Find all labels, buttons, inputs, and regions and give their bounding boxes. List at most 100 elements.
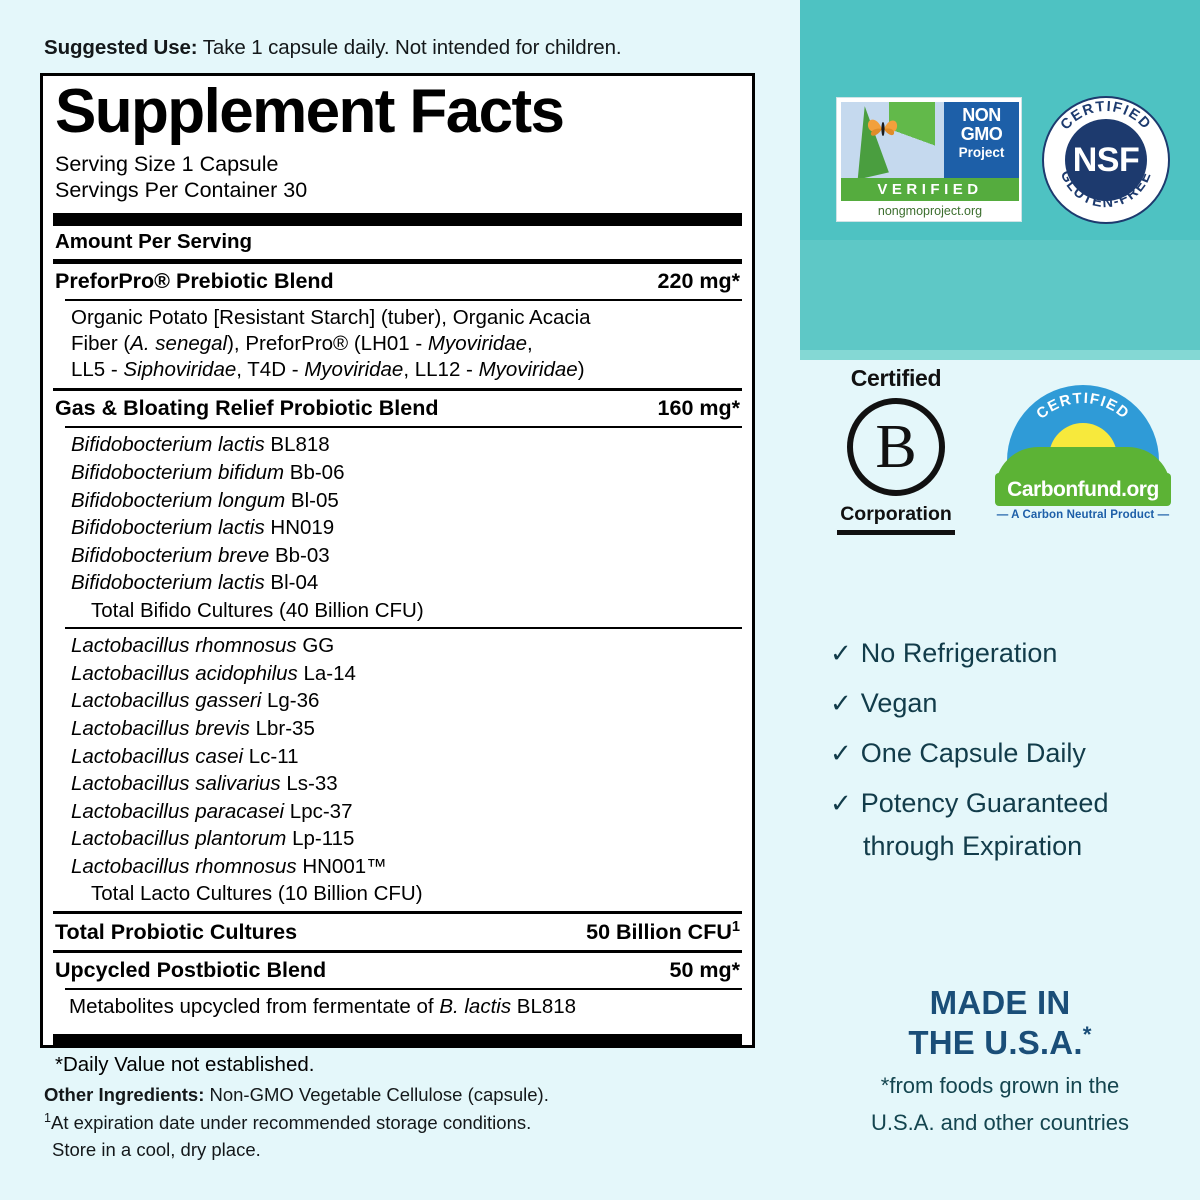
- nsf-letters: NSF: [1072, 141, 1140, 179]
- supplement-facts-table: Supplement Facts Serving Size 1 Capsule …: [40, 73, 755, 1076]
- strain-species: Lactobacillus paracasei: [71, 799, 285, 823]
- certified-b-corporation-icon: Certified B Corporation: [830, 365, 962, 545]
- feature-label: Vegan: [860, 688, 938, 718]
- prebiotic-blend-name: PreforPro® Prebiotic Blend: [55, 268, 334, 293]
- non-gmo-line3: Project: [958, 145, 1005, 160]
- prebiotic-ing-italic-3b: Myoviridae: [304, 358, 404, 382]
- prebiotic-blend-row: PreforPro® Prebiotic Blend 220 mg*: [53, 264, 742, 299]
- feature-checklist: ✓ No Refrigeration ✓ Vegan ✓ One Capsule…: [830, 640, 1200, 862]
- strain-species: Lactobacillus brevis: [71, 717, 250, 741]
- list-item: Lactobacillus salivarius Ls-33: [71, 770, 742, 798]
- expiration-superscript: 1: [44, 1110, 51, 1125]
- made-in-usa-block: MADE IN THE U.S.A.* *from foods grown in…: [800, 984, 1200, 1137]
- strain-code: Ls-33: [280, 772, 338, 796]
- strain-code: Lg-36: [261, 689, 320, 713]
- butterfly-icon: [867, 119, 898, 136]
- feature-label: One Capsule Daily: [860, 738, 1086, 768]
- strain-species: Bifidobocterium lactis: [71, 433, 265, 457]
- grass-blade-2-icon: [889, 102, 935, 176]
- carbonfund-name: Carbonfund.org: [1007, 478, 1159, 501]
- list-item: Lactobacillus brevis Lbr-35: [71, 715, 742, 743]
- prebiotic-ing-italic-3c: Myoviridae: [478, 358, 578, 382]
- list-item: Lactobacillus rhomnosus HN001™: [71, 853, 742, 881]
- strain-species: Lactobacillus salivarius: [71, 772, 281, 796]
- supplement-facts-title: Supplement Facts: [55, 77, 565, 146]
- prebiotic-ing-2c: ,: [527, 331, 533, 355]
- strain-code: La-14: [297, 661, 356, 685]
- strain-species: Lactobacillus plantorum: [71, 827, 287, 851]
- carbonfund-name-band: [995, 473, 1171, 506]
- strain-species: Lactobacillus acidophilus: [71, 661, 298, 685]
- supplement-facts-panel-area: Suggested Use: Take 1 capsule daily. Not…: [40, 36, 774, 1160]
- total-probiotic-amount: 50 Billion CFU1: [586, 919, 740, 945]
- total-probiotic-value: 50 Billion CFU: [586, 920, 732, 945]
- divider-medium: [53, 258, 742, 264]
- carbonfund-arc-label: CERTIFIED: [1033, 390, 1133, 423]
- postbiotic-description: Metabolites upcycled from fermentate of …: [53, 990, 742, 1025]
- made-in-usa-asterisk: *: [1082, 1022, 1092, 1048]
- made-in-usa-line2: THE U.S.A.*: [800, 1022, 1200, 1062]
- list-item: Bifidobocterium lactis Bl-04: [71, 569, 742, 597]
- lacto-strain-list: Lactobacillus rhomnosus GG Lactobacillus…: [53, 629, 742, 911]
- list-item: ✓ Potency Guaranteed: [830, 790, 1200, 817]
- suggested-use-text: Suggested Use: Take 1 capsule daily. Not…: [44, 36, 764, 60]
- other-ingredients-line: Other Ingredients: Non-GMO Vegetable Cel…: [44, 1082, 774, 1109]
- divider-solid-2: [53, 910, 742, 914]
- strain-code: Lc-11: [243, 744, 299, 768]
- carbonfund-certified-icon: CERTIFIED Carbonfund.org — A Carbon Neut…: [990, 385, 1176, 530]
- divider-thin-1: [65, 298, 742, 301]
- strain-code: Bl-05: [285, 488, 339, 512]
- list-item: Lactobacillus plantorum Lp-115: [71, 825, 742, 853]
- list-item: Bifidobocterium breve Bb-03: [71, 542, 742, 570]
- strain-code: Lbr-35: [249, 717, 315, 741]
- postbiotic-blend-amount: 50 mg*: [669, 958, 740, 983]
- prebiotic-ing-2b: ), PreforPro® (LH01 -: [227, 331, 428, 355]
- list-item: Bifidobocterium lactis BL818: [71, 431, 742, 459]
- list-item: Lactobacillus paracasei Lpc-37: [71, 798, 742, 826]
- bifido-strain-list: Bifidobocterium lactis BL818 Bifidobocte…: [53, 428, 742, 627]
- non-gmo-project-verified-icon: NON GMO Project VERIFIED nongmoproject.o…: [836, 97, 1022, 222]
- bcorp-circle: B: [847, 398, 945, 496]
- divider-solid-1: [53, 388, 742, 392]
- bcorp-certified-label: Certified: [850, 365, 942, 391]
- non-gmo-verified-label: VERIFIED: [841, 178, 1019, 201]
- strain-code: Bl-04: [264, 571, 319, 595]
- bcorp-letter: B: [875, 413, 917, 481]
- strain-code: Lp-115: [286, 827, 355, 851]
- prebiotic-ing-3c: , LL12 -: [403, 358, 479, 382]
- list-item: ✓ Vegan: [830, 690, 1200, 717]
- lacto-total: Total Lacto Cultures (10 Billion CFU): [91, 882, 423, 906]
- suggested-use-value: Take 1 capsule daily. Not intended for c…: [197, 36, 622, 59]
- strain-species: Bifidobocterium bifidum: [71, 460, 285, 484]
- total-probiotic-label: Total Probiotic Cultures: [55, 920, 298, 945]
- strain-species: Bifidobocterium lactis: [71, 571, 265, 595]
- strain-species: Bifidobocterium breve: [71, 543, 270, 567]
- divider-thin-2: [65, 426, 742, 429]
- daily-value-note: *Daily Value not established.: [55, 1053, 315, 1077]
- postbiotic-desc-2: BL818: [511, 995, 577, 1019]
- non-gmo-top-section: NON GMO Project: [841, 102, 1019, 178]
- made-in-usa-line1: MADE IN: [929, 984, 1071, 1021]
- postbiotic-blend-name: Upcycled Postbiotic Blend: [55, 958, 327, 983]
- strain-species: Lactobacillus rhomnosus: [71, 634, 297, 658]
- prebiotic-ing-italic-3a: Siphoviridae: [123, 358, 237, 382]
- non-gmo-butterfly-panel: [841, 102, 944, 178]
- expiration-note-line: 1At expiration date under recommended st…: [44, 1109, 774, 1137]
- list-item: Bifidobocterium lactis HN019: [71, 514, 742, 542]
- expiration-note: At expiration date under recommended sto…: [51, 1111, 532, 1133]
- strain-code: Bb-06: [284, 460, 345, 484]
- strain-species: Bifidobocterium lactis: [71, 516, 265, 540]
- prebiotic-ing-italic-2a: A. senegal: [130, 331, 228, 355]
- prebiotic-ing-italic-2b: Myoviridae: [427, 331, 528, 355]
- list-item: ✓ No Refrigeration: [830, 640, 1200, 667]
- bcorp-corporation-label: Corporation: [840, 503, 952, 525]
- storage-note: Store in a cool, dry place.: [52, 1138, 261, 1160]
- prebiotic-ing-3a: LL5 -: [71, 358, 124, 382]
- prebiotic-ingredients: Organic Potato [Resistant Starch] (tuber…: [53, 301, 742, 389]
- list-item: ✓ One Capsule Daily: [830, 740, 1200, 767]
- nsf-certified-gluten-free-icon: CERTIFIED GLUTEN-FREE NSF: [1042, 96, 1170, 224]
- prebiotic-blend-amount: 220 mg*: [657, 268, 740, 293]
- divider-solid-3: [53, 950, 742, 954]
- list-item: Lactobacillus gasseri Lg-36: [71, 687, 742, 715]
- strain-code: Bb-03: [269, 543, 330, 567]
